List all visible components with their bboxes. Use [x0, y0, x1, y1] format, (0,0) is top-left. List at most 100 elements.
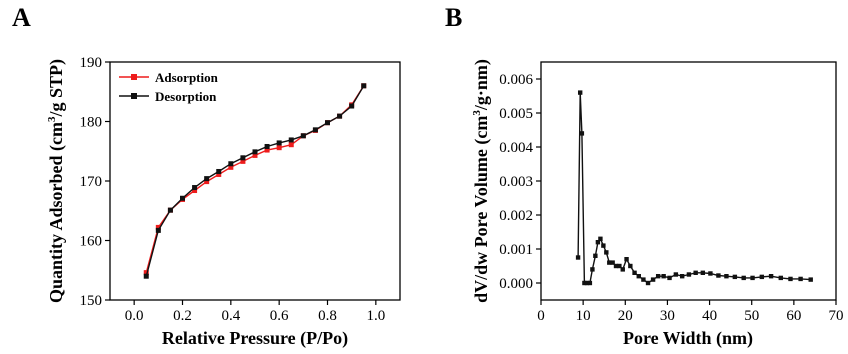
panel-b-series-point: [655, 274, 661, 279]
panel-b-x-tick-label: 0: [537, 308, 545, 324]
panel-b-series-point: [613, 263, 619, 269]
panel-a-label: A: [12, 3, 31, 32]
panel-b-x-tick-label: 70: [829, 308, 844, 324]
panel-b-series-point: [732, 274, 738, 280]
panel-b-series-point: [808, 277, 813, 282]
panel-b-series-point: [759, 274, 765, 280]
panel-b-series-point: [645, 280, 651, 286]
panel-b-series-point: [577, 90, 583, 95]
panel-a-y-tick-label: 180: [80, 115, 103, 131]
panel-a-desorption-point: [204, 176, 210, 182]
panel-b-y-axis-title-end: /g·nm): [471, 59, 492, 111]
panel-b-y-tick-label: 0.001: [499, 242, 533, 258]
panel-b-y-tick-label: 0.002: [499, 208, 533, 224]
panel-a-adsorption-point: [252, 152, 258, 158]
panel-a-desorption-point: [216, 168, 222, 174]
panel-b-series-point: [590, 267, 595, 272]
panel-a-desorption-point: [155, 227, 161, 233]
panel-a-y-ticks: 150 160 170 180 190: [80, 55, 110, 309]
panel-b-x-tick-label: 50: [744, 308, 759, 324]
panel-b-series-point: [598, 236, 603, 241]
panel-b: B 0 10 20 30 40 50 60 70 0.0000.0010.0020.0030.…: [445, 3, 844, 349]
panel-a-x-axis-title: Relative Pressure (P/Po): [162, 328, 348, 349]
panel-a-series: [143, 83, 367, 279]
panel-a-desorption-point: [252, 149, 258, 155]
panel-a-desorption-point: [167, 207, 173, 213]
panel-b-y-tick-label: 0.006: [499, 72, 533, 88]
panel-b-series-line: [577, 92, 811, 284]
panel-b-series-point: [641, 277, 646, 282]
panel-a-adsorption-line: [145, 85, 365, 273]
panel-a-x-tick-label: 0.0: [125, 308, 144, 324]
panel-b-y-axis-title: dV/dw Pore Volume (cm3/g·nm): [471, 59, 492, 303]
panel-b-y-axis-title-main: dV/dw Pore Volume (cm: [471, 116, 492, 303]
panel-b-series-point: [673, 272, 679, 277]
panel-a-y-axis-title-main: Quantity Adsorbed (cm: [46, 122, 67, 303]
panel-b-series-point: [650, 277, 656, 282]
panel-a-adsorption-point: [228, 164, 234, 170]
panel-b-x-ticks: 0 10 20 30 40 50 60 70: [537, 300, 844, 324]
panel-b-series-point: [661, 274, 666, 279]
panel-a-adsorption-point: [143, 270, 149, 276]
panel-a-x-tick-label: 1.0: [366, 308, 385, 324]
panel-a-desorption-point: [143, 273, 149, 279]
panel-a-x-tick-label: 0.2: [173, 308, 192, 324]
panel-b-y-axis-title-sup: 3: [471, 110, 483, 116]
panel-a-desorption-point: [264, 143, 270, 149]
panel-b-series-point: [788, 276, 793, 282]
panel-a-desorption-point: [228, 161, 234, 167]
panel-b-series-point: [579, 131, 585, 136]
panel-a-x-tick-label: 0.4: [221, 308, 240, 324]
panel-a-y-tick-label: 170: [80, 174, 103, 190]
panel-a-y-axis-title-end: /g STP): [46, 59, 67, 118]
panel-b-series-point: [593, 253, 598, 258]
panel-b-series-point: [610, 260, 615, 265]
panel-a-adsorption-point: [288, 142, 294, 148]
panel-a-adsorption-point: [204, 179, 210, 185]
panel-a-y-tick-label: 150: [80, 293, 103, 309]
panel-b-series-point: [604, 250, 609, 255]
panel-b-series-point: [636, 274, 641, 279]
panel-b-x-tick-label: 40: [702, 308, 717, 324]
legend-adsorption-marker: [131, 74, 137, 80]
panel-a-x-ticks: 0.0 0.2 0.4 0.6 0.8 1.0: [125, 300, 385, 324]
panel-a-desorption-point: [288, 137, 294, 143]
panel-b-y-ticks: 0.000 0.001 0.002 0.003 0.004 0.005 0.006: [499, 72, 541, 292]
panel-b-series-point: [700, 270, 706, 275]
panel-b-x-tick-label: 10: [576, 308, 591, 324]
panel-b-series-point: [632, 270, 637, 275]
panel-a-desorption-point: [192, 185, 198, 191]
panel-a-desorption-point: [180, 195, 185, 201]
panel-b-series-point: [607, 260, 612, 265]
panel-b-series: [575, 90, 813, 286]
panel-b-series-point: [624, 257, 629, 262]
panel-b-series-point: [601, 243, 606, 248]
panel-b-series-point: [628, 263, 633, 269]
panel-b-x-tick-label: 60: [786, 308, 801, 324]
panel-a-adsorption-point: [276, 145, 282, 151]
panel-a-adsorption-point: [216, 171, 222, 177]
panel-a-desorption-point: [312, 127, 318, 133]
panel-b-series-point: [716, 273, 721, 278]
panel-a-desorption-point: [300, 133, 306, 139]
panel-b-series-point: [584, 280, 590, 286]
panel-a-y-axis-title-sup: 3: [46, 116, 58, 122]
panel-a-y-tick-label: 190: [80, 55, 103, 71]
panel-a-legend: Adsorption Desorption: [119, 70, 219, 104]
panel-a-desorption-point: [337, 113, 343, 119]
panel-a-desorption-point: [276, 140, 282, 146]
panel-b-series-point: [686, 272, 692, 277]
panel-b-series-point: [587, 280, 593, 286]
panel-a-desorption-point: [240, 155, 246, 161]
panel-b-series-point: [798, 276, 803, 282]
panel-b-x-tick-label: 30: [660, 308, 675, 324]
panel-b-series-point: [741, 275, 746, 281]
panel-b-label: B: [445, 3, 462, 32]
legend-desorption-marker: [131, 93, 137, 99]
panel-a-adsorption-point: [192, 188, 198, 194]
panel-b-x-tick-label: 20: [618, 308, 633, 324]
panel-b-x-axis-title: Pore Width (nm): [623, 328, 753, 349]
panel-b-series-point: [708, 271, 713, 276]
panel-b-y-tick-label: 0.000: [499, 276, 533, 292]
